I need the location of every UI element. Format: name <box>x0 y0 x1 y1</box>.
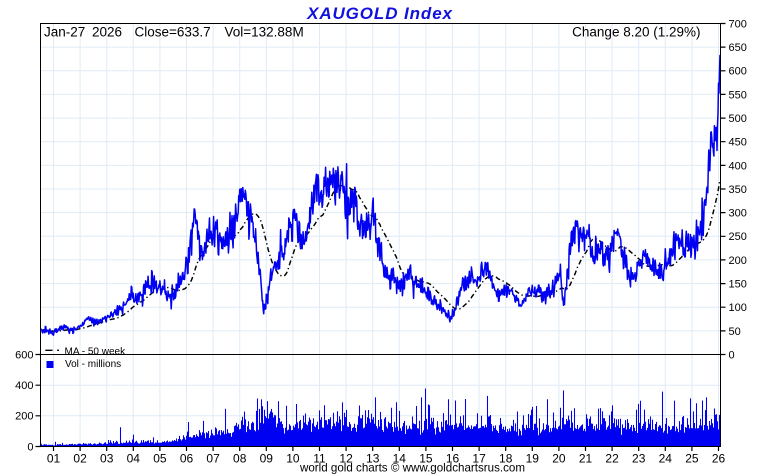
svg-text:18: 18 <box>499 452 513 466</box>
svg-text:650: 650 <box>729 42 747 54</box>
svg-text:07: 07 <box>206 452 220 466</box>
svg-text:10: 10 <box>286 452 300 466</box>
svg-text:23: 23 <box>632 452 646 466</box>
svg-text:20: 20 <box>552 452 566 466</box>
svg-text:700: 700 <box>729 18 747 30</box>
svg-text:Change 8.20 (1.29%): Change 8.20 (1.29%) <box>572 25 700 40</box>
svg-text:14: 14 <box>393 452 407 466</box>
svg-text:500: 500 <box>729 113 747 125</box>
svg-text:2026: 2026 <box>92 25 122 40</box>
svg-text:04: 04 <box>127 452 141 466</box>
svg-text:24: 24 <box>659 452 673 466</box>
svg-text:12: 12 <box>339 452 353 466</box>
svg-text:02: 02 <box>73 452 87 466</box>
svg-text:26: 26 <box>712 452 726 466</box>
svg-text:Close=633.7: Close=633.7 <box>135 25 211 40</box>
svg-text:06: 06 <box>180 452 194 466</box>
svg-text:250: 250 <box>729 231 747 243</box>
svg-text:Vol - millions: Vol - millions <box>65 359 121 370</box>
svg-text:25: 25 <box>685 452 699 466</box>
svg-text:13: 13 <box>366 452 380 466</box>
svg-text:MA - 50 week: MA - 50 week <box>65 346 127 357</box>
svg-text:200: 200 <box>15 411 33 423</box>
svg-text:300: 300 <box>729 208 747 220</box>
svg-text:05: 05 <box>153 452 167 466</box>
svg-text:08: 08 <box>233 452 247 466</box>
svg-text:400: 400 <box>729 160 747 172</box>
svg-text:world gold charts © www.goldch: world gold charts © www.goldchartsrus.co… <box>299 462 525 475</box>
svg-text:400: 400 <box>15 380 33 392</box>
svg-text:600: 600 <box>729 66 747 78</box>
svg-text:17: 17 <box>472 452 486 466</box>
svg-text:21: 21 <box>579 452 593 466</box>
svg-text:09: 09 <box>260 452 274 466</box>
svg-text:Jan-27: Jan-27 <box>44 25 85 40</box>
svg-text:XAUGOLD Index: XAUGOLD Index <box>306 4 453 23</box>
svg-text:Vol=132.88M: Vol=132.88M <box>225 25 304 40</box>
svg-text:350: 350 <box>729 184 747 196</box>
svg-text:19: 19 <box>526 452 540 466</box>
svg-text:15: 15 <box>419 452 433 466</box>
svg-text:01: 01 <box>47 452 61 466</box>
svg-text:150: 150 <box>729 279 747 291</box>
svg-text:100: 100 <box>729 302 747 314</box>
svg-text:0: 0 <box>729 349 735 361</box>
svg-text:600: 600 <box>15 349 33 361</box>
svg-text:16: 16 <box>446 452 460 466</box>
svg-text:03: 03 <box>100 452 114 466</box>
svg-text:50: 50 <box>729 326 741 338</box>
svg-text:22: 22 <box>605 452 619 466</box>
svg-text:200: 200 <box>729 255 747 267</box>
svg-text:11: 11 <box>313 452 326 466</box>
svg-text:0: 0 <box>27 441 33 453</box>
svg-text:450: 450 <box>729 137 747 149</box>
svg-text:550: 550 <box>729 89 747 101</box>
